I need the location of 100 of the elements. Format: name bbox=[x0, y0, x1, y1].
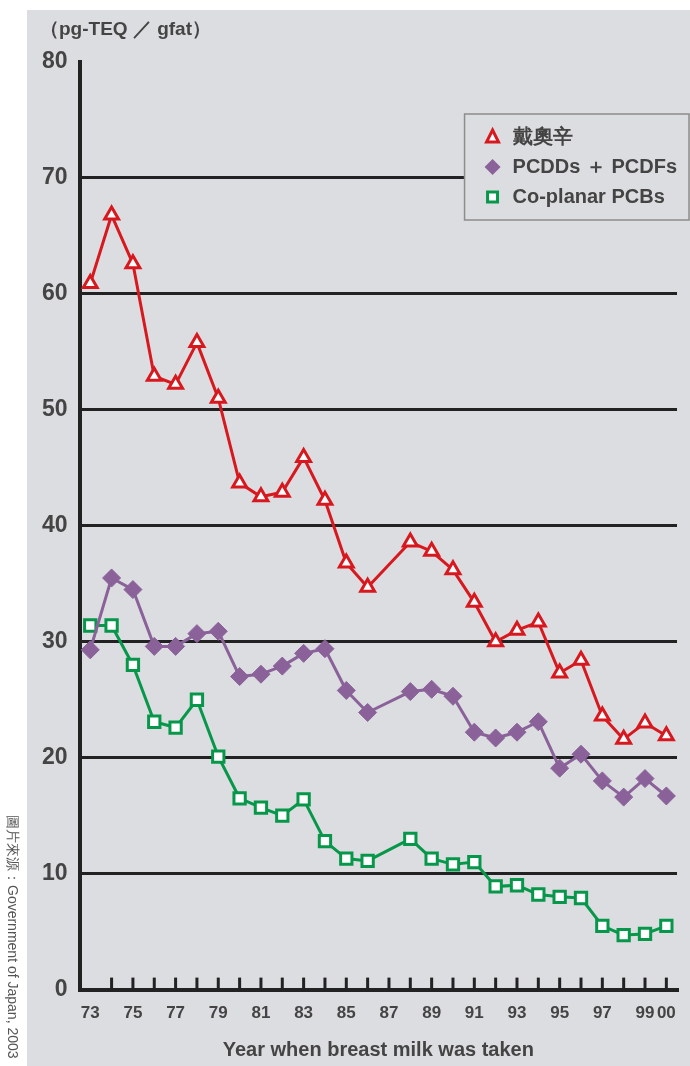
point bbox=[103, 205, 121, 221]
point bbox=[487, 632, 505, 648]
point bbox=[358, 702, 378, 722]
point bbox=[104, 618, 119, 633]
point bbox=[295, 447, 313, 463]
x-tick-label: 91 bbox=[464, 1003, 484, 1023]
point bbox=[208, 621, 228, 641]
x-tick-label: 79 bbox=[208, 1003, 228, 1023]
point bbox=[464, 722, 484, 742]
point bbox=[187, 624, 207, 644]
y-tick-label: 40 bbox=[41, 511, 68, 538]
point bbox=[144, 636, 164, 656]
point bbox=[209, 388, 227, 404]
point bbox=[189, 692, 205, 707]
point bbox=[337, 553, 355, 569]
y-tick-label: 60 bbox=[41, 279, 68, 306]
point bbox=[145, 366, 163, 382]
point bbox=[595, 918, 610, 933]
point bbox=[614, 787, 634, 807]
point bbox=[657, 726, 675, 742]
point bbox=[422, 679, 442, 699]
point bbox=[339, 851, 354, 866]
point bbox=[124, 254, 142, 270]
point bbox=[443, 686, 463, 706]
point bbox=[467, 854, 482, 870]
point bbox=[315, 639, 335, 659]
x-tick-label: 93 bbox=[507, 1003, 527, 1023]
point bbox=[360, 853, 375, 869]
x-tick-label: 99 bbox=[635, 1003, 655, 1023]
x-tick-label: 89 bbox=[422, 1003, 442, 1023]
point bbox=[488, 879, 503, 894]
point bbox=[336, 680, 356, 700]
point bbox=[507, 722, 527, 742]
point bbox=[637, 926, 653, 942]
point bbox=[656, 786, 676, 806]
y-tick-label: 50 bbox=[41, 395, 68, 422]
point bbox=[167, 374, 185, 390]
x-tick-label: 77 bbox=[166, 1003, 186, 1023]
point bbox=[572, 650, 590, 666]
point bbox=[188, 333, 206, 349]
point bbox=[573, 890, 589, 906]
point bbox=[528, 712, 548, 732]
point bbox=[550, 758, 570, 778]
point bbox=[147, 714, 162, 729]
y-tick-label: 30 bbox=[41, 627, 68, 654]
x-tick-label: 83 bbox=[294, 1003, 314, 1023]
point bbox=[317, 834, 333, 849]
point bbox=[552, 889, 567, 904]
x-tick-label: 00 bbox=[656, 1003, 676, 1023]
point bbox=[275, 808, 290, 823]
x-tick-label: 97 bbox=[592, 1003, 612, 1023]
y-tick-label: 20 bbox=[41, 743, 68, 770]
point bbox=[401, 532, 419, 548]
point bbox=[486, 728, 506, 748]
point bbox=[403, 831, 418, 847]
point bbox=[423, 541, 441, 557]
point bbox=[593, 706, 611, 722]
point bbox=[400, 682, 420, 702]
point bbox=[294, 643, 314, 663]
point bbox=[635, 769, 655, 789]
y-axis-title: （pg-TEQ ／ gfat） bbox=[40, 18, 211, 40]
x-tick-label: 95 bbox=[550, 1003, 570, 1023]
legend-label: Co-planar PCBs bbox=[512, 184, 665, 207]
y-tick-label: 0 bbox=[54, 974, 68, 1001]
point bbox=[81, 273, 99, 289]
point bbox=[230, 667, 250, 687]
point bbox=[252, 487, 270, 503]
point bbox=[551, 663, 569, 679]
point bbox=[125, 657, 141, 673]
point bbox=[444, 560, 462, 576]
y-tick-label: 10 bbox=[41, 858, 68, 885]
point bbox=[359, 577, 377, 593]
point bbox=[83, 618, 98, 633]
y-tick-label: 80 bbox=[41, 47, 68, 74]
text: 圖片來源：Government of Japan, 2003 bbox=[5, 815, 22, 1059]
y-tick-label: 70 bbox=[41, 163, 68, 190]
point bbox=[211, 749, 226, 764]
x-tick-label: 81 bbox=[251, 1003, 271, 1023]
x-axis-title: Year when breast milk was taken bbox=[222, 1037, 534, 1060]
point bbox=[531, 887, 546, 902]
point bbox=[166, 636, 186, 656]
point bbox=[272, 656, 292, 676]
point bbox=[636, 713, 654, 729]
point bbox=[123, 580, 143, 600]
x-tick-label: 73 bbox=[80, 1003, 100, 1023]
x-tick-label: 87 bbox=[379, 1003, 399, 1023]
point bbox=[659, 918, 674, 933]
point bbox=[273, 482, 291, 498]
point bbox=[465, 592, 483, 608]
point bbox=[232, 791, 247, 806]
legend-label: PCDDs ＋ PCDFs bbox=[512, 154, 678, 177]
point bbox=[251, 664, 271, 684]
point bbox=[296, 792, 311, 807]
point bbox=[445, 857, 461, 872]
point bbox=[615, 729, 633, 745]
point bbox=[316, 490, 334, 506]
legend-label: 戴奧辛 bbox=[511, 124, 573, 147]
point bbox=[424, 851, 439, 866]
point bbox=[571, 744, 591, 764]
point bbox=[80, 640, 100, 660]
